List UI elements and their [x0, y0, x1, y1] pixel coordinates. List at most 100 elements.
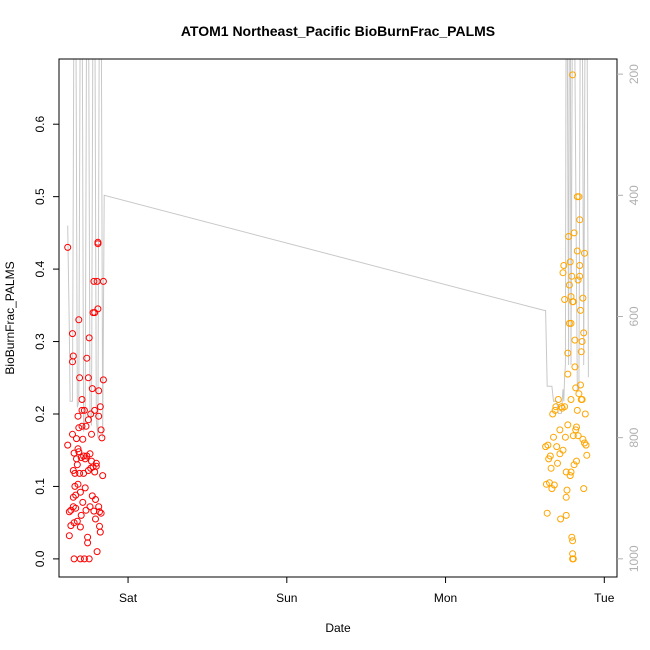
data-point: [96, 528, 104, 536]
data-point: [550, 481, 558, 489]
data-point: [69, 352, 77, 360]
data-point: [96, 403, 104, 411]
data-point: [573, 457, 580, 465]
data-point: [83, 354, 91, 362]
data-point: [70, 519, 78, 527]
data-point: [71, 469, 79, 477]
data-point: [78, 406, 86, 414]
data-point: [90, 277, 98, 285]
y-tick-label: 0.1: [33, 478, 47, 495]
data-point: [576, 272, 584, 280]
data-point: [80, 406, 88, 414]
data-point: [569, 537, 577, 545]
data-point: [571, 336, 579, 344]
data-point: [65, 532, 73, 540]
data-point: [69, 493, 77, 501]
data-point: [75, 316, 83, 324]
data-point: [572, 426, 580, 434]
data-point: [82, 422, 90, 430]
data-point: [578, 338, 586, 345]
data-point: [84, 533, 92, 541]
data-point: [79, 435, 87, 443]
data-point: [88, 385, 96, 393]
data-point: [70, 555, 78, 563]
data-point: [562, 511, 570, 519]
data-point: [547, 464, 555, 472]
data-point: [575, 193, 583, 201]
data-point: [92, 462, 100, 470]
data-point: [569, 555, 577, 563]
chart-title: ATOM1 Northeast_Pacific BioBurnFrac_PALM…: [181, 23, 495, 39]
y2-tick-label: 600: [627, 306, 641, 326]
x-axis-label: Date: [325, 621, 351, 635]
x-tick-label: Sat: [119, 591, 138, 605]
data-point: [82, 506, 90, 514]
data-point: [84, 416, 92, 424]
axes-layer: Sat Sun Mon Tue 0.0 0.1 0.2 0.3 0.4 0.5 0.6 200 400 6…: [33, 58, 641, 605]
data-point: [569, 298, 577, 306]
data-point: [84, 539, 92, 547]
data-point: [567, 468, 575, 476]
data-point: [64, 441, 72, 449]
data-point: [579, 294, 587, 302]
data-point: [98, 434, 106, 442]
data-point: [557, 515, 565, 523]
data-point: [549, 410, 557, 418]
data-point: [76, 523, 84, 531]
data-point: [560, 262, 568, 269]
data-point: [86, 503, 94, 511]
y-tick-label: 0.2: [33, 405, 47, 422]
data-point: [79, 498, 87, 506]
data-point: [580, 485, 588, 493]
data-point: [565, 233, 573, 240]
data-point: [564, 370, 572, 378]
y-tick-label: 0.0: [33, 550, 47, 567]
data-point: [569, 550, 577, 558]
data-point: [74, 445, 82, 453]
data-point: [80, 555, 88, 563]
data-point: [99, 472, 107, 480]
data-point: [573, 406, 581, 414]
data-point: [565, 281, 573, 289]
data-point: [568, 272, 576, 280]
data-point: [69, 430, 76, 438]
data-point: [577, 396, 585, 403]
data-point: [92, 515, 99, 523]
data-point: [76, 469, 84, 477]
data-point: [87, 410, 95, 418]
data-point: [64, 243, 72, 251]
y-tick-label: 0.5: [33, 188, 47, 205]
data-point: [70, 449, 78, 457]
data-point: [75, 424, 83, 432]
data-point: [581, 249, 588, 257]
data-point: [84, 467, 92, 474]
data-point: [554, 396, 562, 403]
y-axis-label: BioBurnFrac_PALMS: [3, 261, 17, 374]
y-tick-label: 0.3: [33, 333, 47, 350]
data-point: [85, 334, 93, 342]
data-point: [561, 296, 569, 303]
data-point: [97, 509, 105, 517]
data-point: [546, 452, 554, 460]
data-point: [564, 349, 572, 357]
data-point: [570, 229, 578, 237]
data-point: [96, 508, 103, 516]
data-point: [69, 330, 76, 338]
x-tick-label: Sun: [276, 591, 297, 605]
data-point: [88, 430, 95, 438]
data-point: [94, 305, 102, 313]
data-point: [577, 381, 584, 389]
data-point: [97, 426, 105, 434]
data-point: [94, 240, 102, 248]
data-point: [77, 511, 85, 519]
data-point: [581, 439, 588, 447]
data-point: [548, 485, 556, 493]
y-tick-label: 0.4: [33, 260, 47, 277]
data-point: [565, 319, 573, 327]
data-point: [86, 450, 94, 458]
altitude-line: [67, 59, 589, 438]
data-point: [91, 406, 99, 414]
data-point: [72, 504, 80, 512]
data-point: [99, 376, 107, 384]
data-point: [568, 533, 576, 541]
